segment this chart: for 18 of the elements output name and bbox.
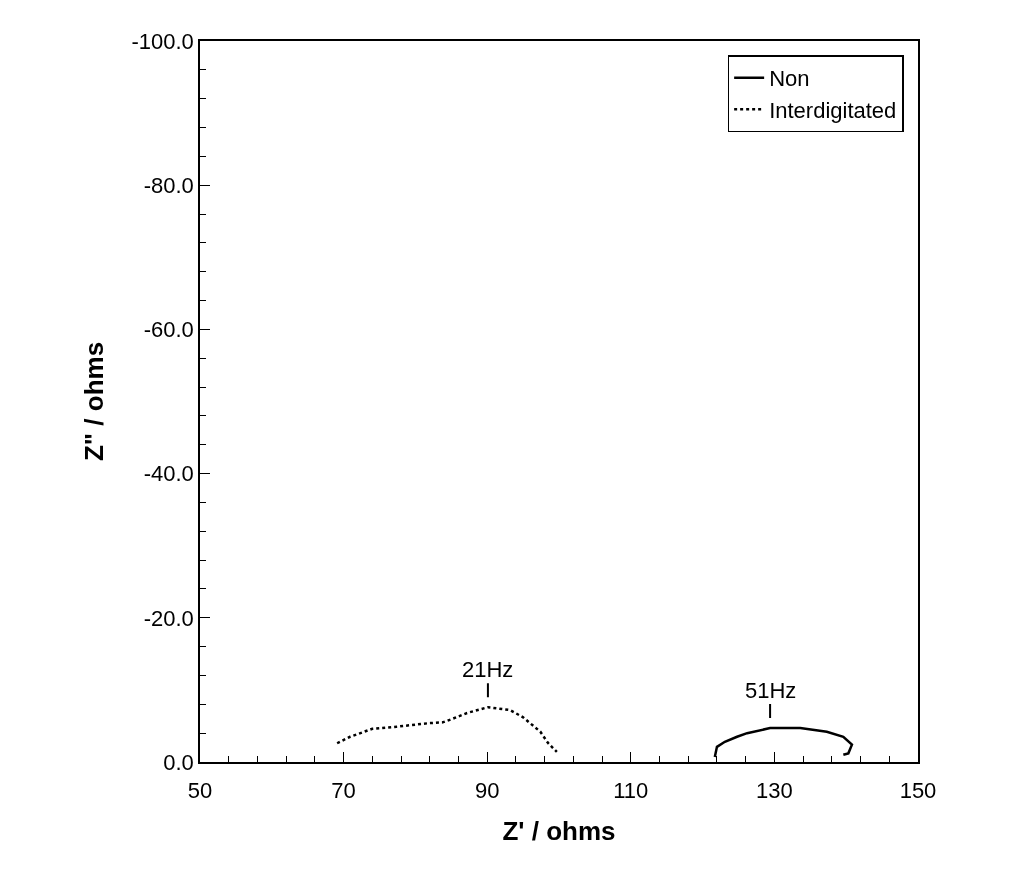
x-axis-title: Z' / ohms xyxy=(502,816,616,847)
y-tick-label: 0.0 xyxy=(163,749,194,775)
x-tick-label: 110 xyxy=(613,778,649,804)
legend-label: Non xyxy=(769,66,810,92)
y-tick-label: -60.0 xyxy=(143,317,194,343)
y-tick-label: -40.0 xyxy=(143,461,194,487)
x-tick-label: 70 xyxy=(331,778,356,804)
y-axis-title: Z" / ohms xyxy=(79,341,110,462)
x-tick-label: 130 xyxy=(756,778,793,804)
x-tick-label: 90 xyxy=(474,778,500,804)
y-tick-label: -80.0 xyxy=(143,172,194,198)
y-tick-label: -100.0 xyxy=(131,28,194,54)
y-tick-label: -20.0 xyxy=(143,605,194,631)
x-tick-label: 150 xyxy=(899,778,937,804)
legend-label: Interdigitated xyxy=(769,97,897,123)
annotation: 21Hz xyxy=(462,657,514,682)
annotation: 51Hz xyxy=(745,678,797,703)
x-tick-label: 50 xyxy=(187,778,213,804)
